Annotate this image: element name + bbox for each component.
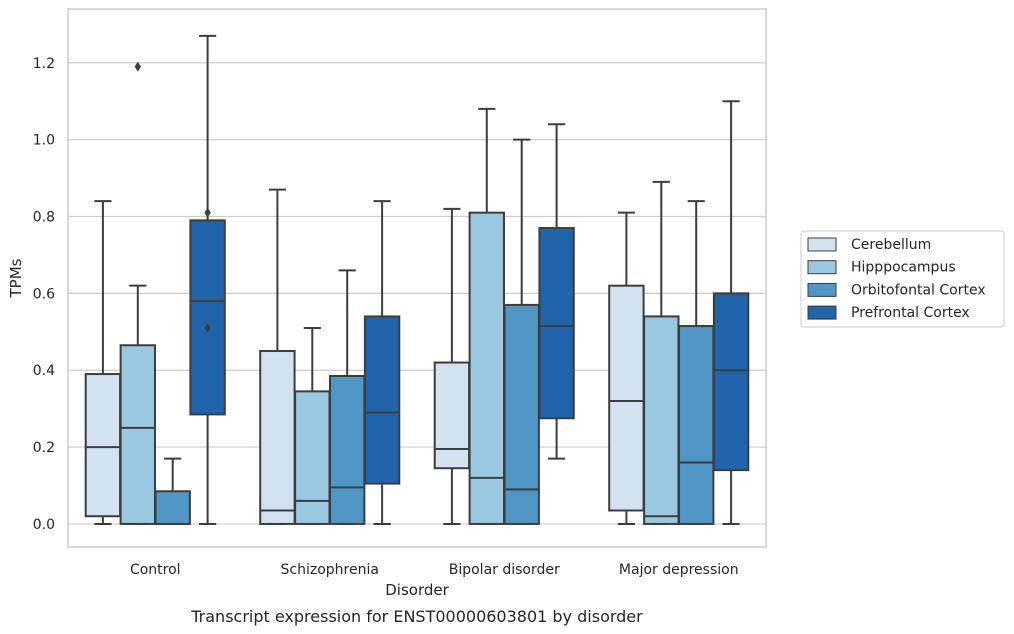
box-1-0 [119, 61, 156, 525]
legend-label: Prefrontal Cortex [851, 305, 970, 321]
box-iqr [643, 315, 680, 525]
y-tick-label: 1.2 [33, 56, 55, 72]
legend-swatch [807, 305, 837, 320]
y-tick-label: 0.2 [33, 440, 55, 456]
legend-items: Cerebellum Hipppocampus Orbitofontal Corte… [807, 237, 986, 321]
y-tick-label: 0.0 [33, 517, 55, 533]
legend-frame [800, 230, 1005, 328]
outlier-point [134, 61, 141, 72]
box-iqr [363, 315, 401, 485]
x-axis-title: Disorder [385, 581, 449, 599]
box-3-1 [363, 200, 401, 525]
legend: Cerebellum Hipppocampus Orbitofontal Corte… [800, 230, 1005, 328]
y-tick-label: 0.4 [33, 363, 55, 379]
box-2-3 [678, 200, 715, 525]
legend-label: Orbitofontal Cortex [851, 282, 986, 298]
box-iqr [712, 292, 750, 472]
outlier-point [204, 207, 211, 218]
box-iqr [119, 344, 156, 525]
box-iqr [608, 284, 645, 512]
legend-swatch [807, 260, 837, 275]
box-0-2 [433, 207, 471, 525]
y-tick-label: 0.8 [33, 210, 55, 226]
outlier-point [204, 322, 211, 333]
y-tick-label: 1.0 [33, 133, 55, 149]
gridlines [68, 62, 766, 525]
box-iqr [259, 350, 296, 525]
x-tick-label: Schizophrenia [281, 562, 379, 578]
chart-caption: Transcript expression for ENST0000060380… [190, 607, 643, 626]
boxes [84, 34, 750, 525]
y-axis-title: TPMs [7, 258, 25, 298]
box-1-1 [294, 326, 331, 525]
x-tick-label: Major depression [619, 562, 739, 578]
box-0-1 [259, 188, 296, 525]
y-tick-label: 0.6 [33, 286, 55, 302]
y-tick-labels: 0.0 0.2 0.4 0.6 0.8 1.0 1.2 [33, 56, 55, 533]
box-iqr [433, 361, 471, 470]
legend-label: Hipppocampus [851, 260, 956, 276]
box-iqr [468, 211, 505, 525]
box-iqr [189, 219, 226, 416]
box-0-3 [608, 211, 645, 525]
plot-frame [67, 8, 767, 548]
box-iqr [84, 373, 122, 518]
box-3-3 [712, 100, 750, 525]
box-iqr [329, 374, 366, 525]
box-0-0 [84, 200, 122, 525]
legend-swatch [807, 237, 837, 252]
x-tick-labels: Control Schizophrenia Bipolar disorder Majo… [130, 562, 739, 578]
box-iqr [538, 227, 575, 420]
box-1-3 [643, 180, 680, 525]
x-tick-label: Bipolar disorder [449, 562, 560, 578]
box-3-2 [538, 123, 575, 460]
box-1-2 [468, 107, 505, 525]
legend-swatch [807, 282, 837, 297]
box-2-2 [503, 138, 540, 525]
box-iqr [154, 490, 191, 525]
box-iqr [678, 325, 715, 525]
box-3-0 [189, 34, 226, 525]
legend-label: Cerebellum [851, 237, 931, 253]
x-tick-label: Control [130, 562, 181, 578]
box-2-1 [329, 269, 366, 525]
box-iqr [294, 390, 331, 525]
box-iqr [503, 303, 540, 525]
box-2-0 [154, 457, 191, 525]
